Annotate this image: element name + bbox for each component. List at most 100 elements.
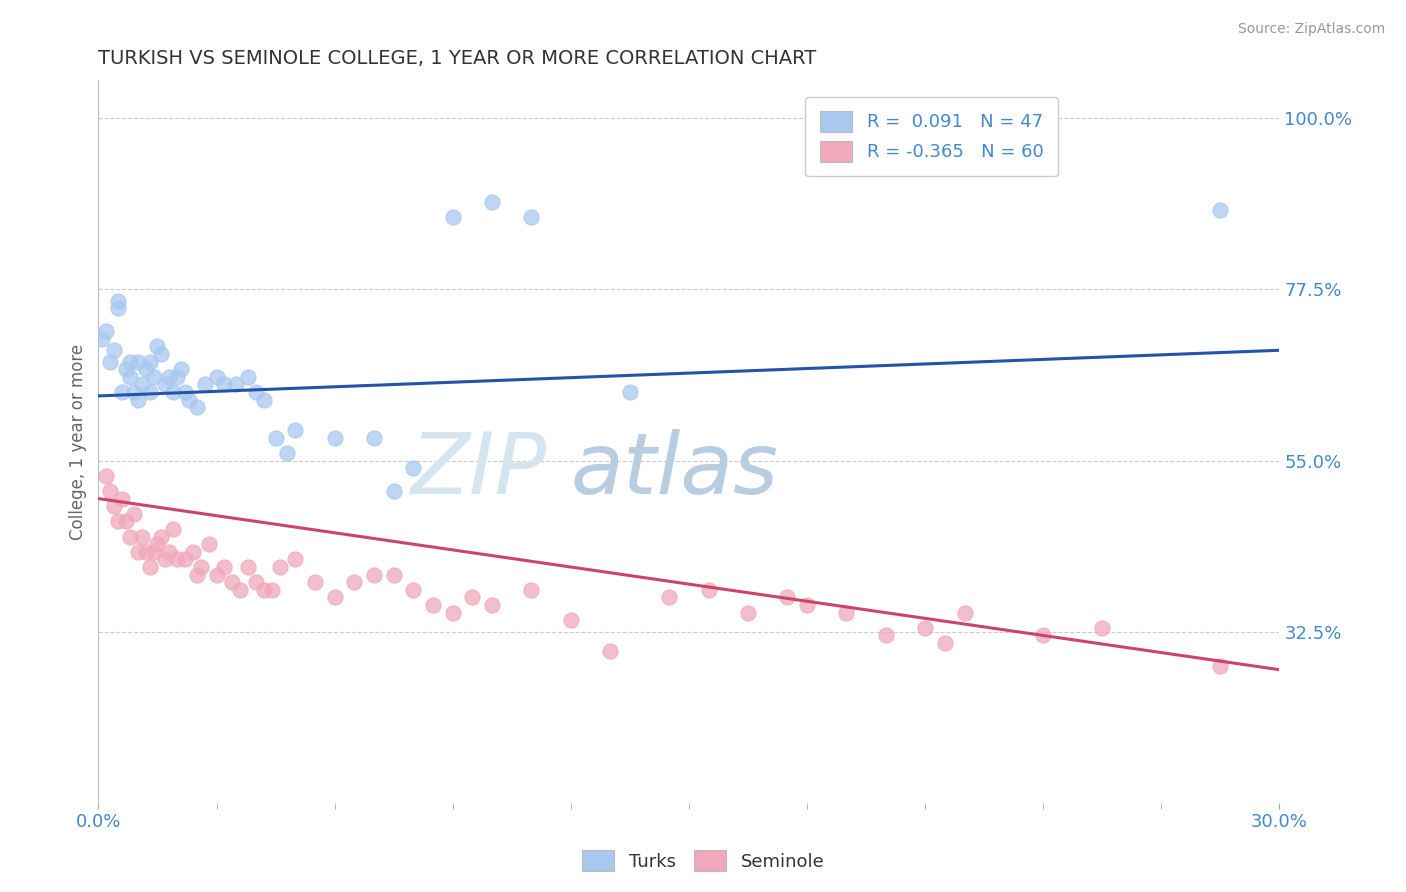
Point [402,582,425,597]
Point [481,598,503,612]
Point [323,431,346,445]
Point [142,545,165,559]
Point [146,537,169,551]
Point [135,545,157,559]
Point [103,499,125,513]
Point [276,446,298,460]
Point [520,210,543,224]
Point [177,392,200,407]
Point [118,354,141,368]
Point [343,575,366,590]
Point [115,515,138,529]
Point [157,370,180,384]
Point [138,354,160,368]
Point [197,537,219,551]
Point [98,354,121,368]
Point [122,385,145,400]
Point [115,362,138,376]
Point [127,392,149,407]
Point [236,370,259,384]
Point [107,515,129,529]
Point [118,530,141,544]
Point [253,582,276,597]
Point [402,461,425,475]
Point [135,362,157,376]
Y-axis label: College, 1 year or more: College, 1 year or more [69,343,87,540]
Point [127,354,149,368]
Point [461,591,484,605]
Point [103,343,125,358]
Point [1091,621,1114,635]
Point [131,530,153,544]
Point [181,545,204,559]
Point [225,377,247,392]
Point [264,431,287,445]
Text: TURKISH VS SEMINOLE COLLEGE, 1 YEAR OR MORE CORRELATION CHART: TURKISH VS SEMINOLE COLLEGE, 1 YEAR OR M… [98,48,817,68]
Point [186,567,208,582]
Point [441,210,464,224]
Point [146,339,169,353]
Point [118,370,141,384]
Point [323,591,346,605]
Point [150,530,173,544]
Point [122,507,145,521]
Point [697,582,720,597]
Point [138,560,160,574]
Point [658,591,681,605]
Point [245,575,267,590]
Legend: R =  0.091   N = 47, R = -0.365   N = 60: R = 0.091 N = 47, R = -0.365 N = 60 [806,96,1057,176]
Point [186,401,208,415]
Point [835,606,858,620]
Point [284,552,307,566]
Point [875,628,897,642]
Legend: Turks, Seminole: Turks, Seminole [575,843,831,879]
Point [214,560,236,574]
Point [914,621,936,635]
Point [1209,659,1232,673]
Point [142,370,165,384]
Point [157,545,180,559]
Point [131,377,153,392]
Point [166,552,188,566]
Point [166,370,188,384]
Point [1032,628,1054,642]
Point [174,385,197,400]
Point [619,385,641,400]
Point [174,552,197,566]
Point [560,613,582,627]
Point [269,560,291,574]
Point [162,385,184,400]
Point [229,582,252,597]
Point [111,491,134,506]
Point [155,377,177,392]
Point [520,582,543,597]
Point [382,567,405,582]
Point [260,582,283,597]
Point [214,377,236,392]
Point [776,591,799,605]
Point [205,370,228,384]
Point [107,293,129,308]
Point [236,560,259,574]
Point [96,324,118,338]
Point [737,606,759,620]
Point [245,385,267,400]
Point [170,362,193,376]
Point [481,194,503,209]
Point [98,483,121,498]
Point [111,385,134,400]
Point [422,598,444,612]
Point [127,545,149,559]
Point [253,392,276,407]
Point [599,643,621,657]
Point [363,431,385,445]
Point [441,606,464,620]
Point [953,606,976,620]
Point [96,468,118,483]
Point [284,423,307,437]
Point [796,598,818,612]
Point [205,567,228,582]
Point [194,377,217,392]
Point [1209,202,1232,217]
Point [91,332,114,346]
